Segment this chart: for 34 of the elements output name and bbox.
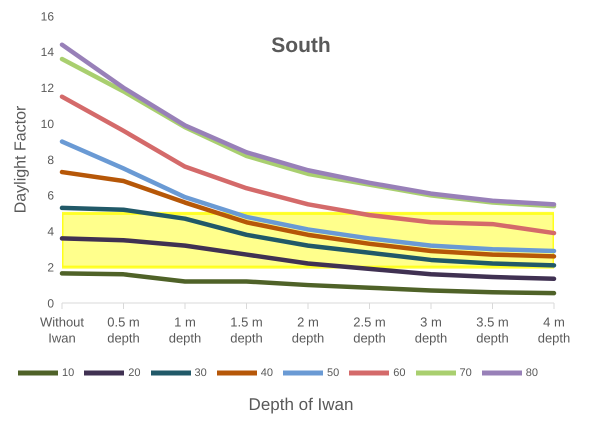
legend-label: 40	[260, 366, 273, 379]
legend-label: 80	[526, 366, 538, 379]
x-tick-label: 1 m depth	[168, 314, 202, 346]
legend-label: 70	[460, 366, 472, 379]
line-series	[60, 139, 556, 254]
line-series	[60, 236, 556, 282]
line-series	[60, 271, 556, 296]
x-tick-label: 3 m depth	[414, 314, 448, 346]
x-tick-label: 2.5 m depth	[353, 314, 386, 346]
legend-label: 10	[62, 366, 74, 379]
x-tick-label: 2 m depth	[292, 314, 324, 346]
legend-label: 30	[194, 366, 207, 379]
y-tick-label: 2	[47, 260, 54, 274]
x-axis-title: Depth of Iwan	[248, 395, 354, 415]
x-tick-label: 1.5 m depth	[230, 314, 263, 346]
y-tick-label: 10	[40, 116, 54, 131]
x-tick-label: 4 m depth	[538, 314, 570, 346]
y-tick-label: 6	[47, 188, 54, 203]
x-tick-label: 3.5 m depth	[476, 314, 509, 346]
legend-label: 60	[393, 366, 406, 379]
line-series	[60, 94, 556, 236]
y-tick-label: 16	[40, 9, 54, 24]
x-tick-label: 0.5 m depth	[107, 314, 140, 346]
legend-label: 20	[128, 366, 140, 379]
text: South	[271, 34, 331, 57]
line-series	[60, 170, 556, 259]
y-axis-title: Daylight Factor	[12, 105, 30, 214]
y-tick-label: 4	[47, 224, 54, 239]
y-tick-label: 8	[47, 152, 54, 167]
x-tick-label: Without Iwan	[40, 314, 84, 346]
y-tick-label: 0	[47, 296, 54, 310]
legend-label: 50	[327, 366, 340, 379]
y-tick-label: 12	[40, 81, 54, 96]
y-tick-label: 14	[40, 45, 54, 60]
